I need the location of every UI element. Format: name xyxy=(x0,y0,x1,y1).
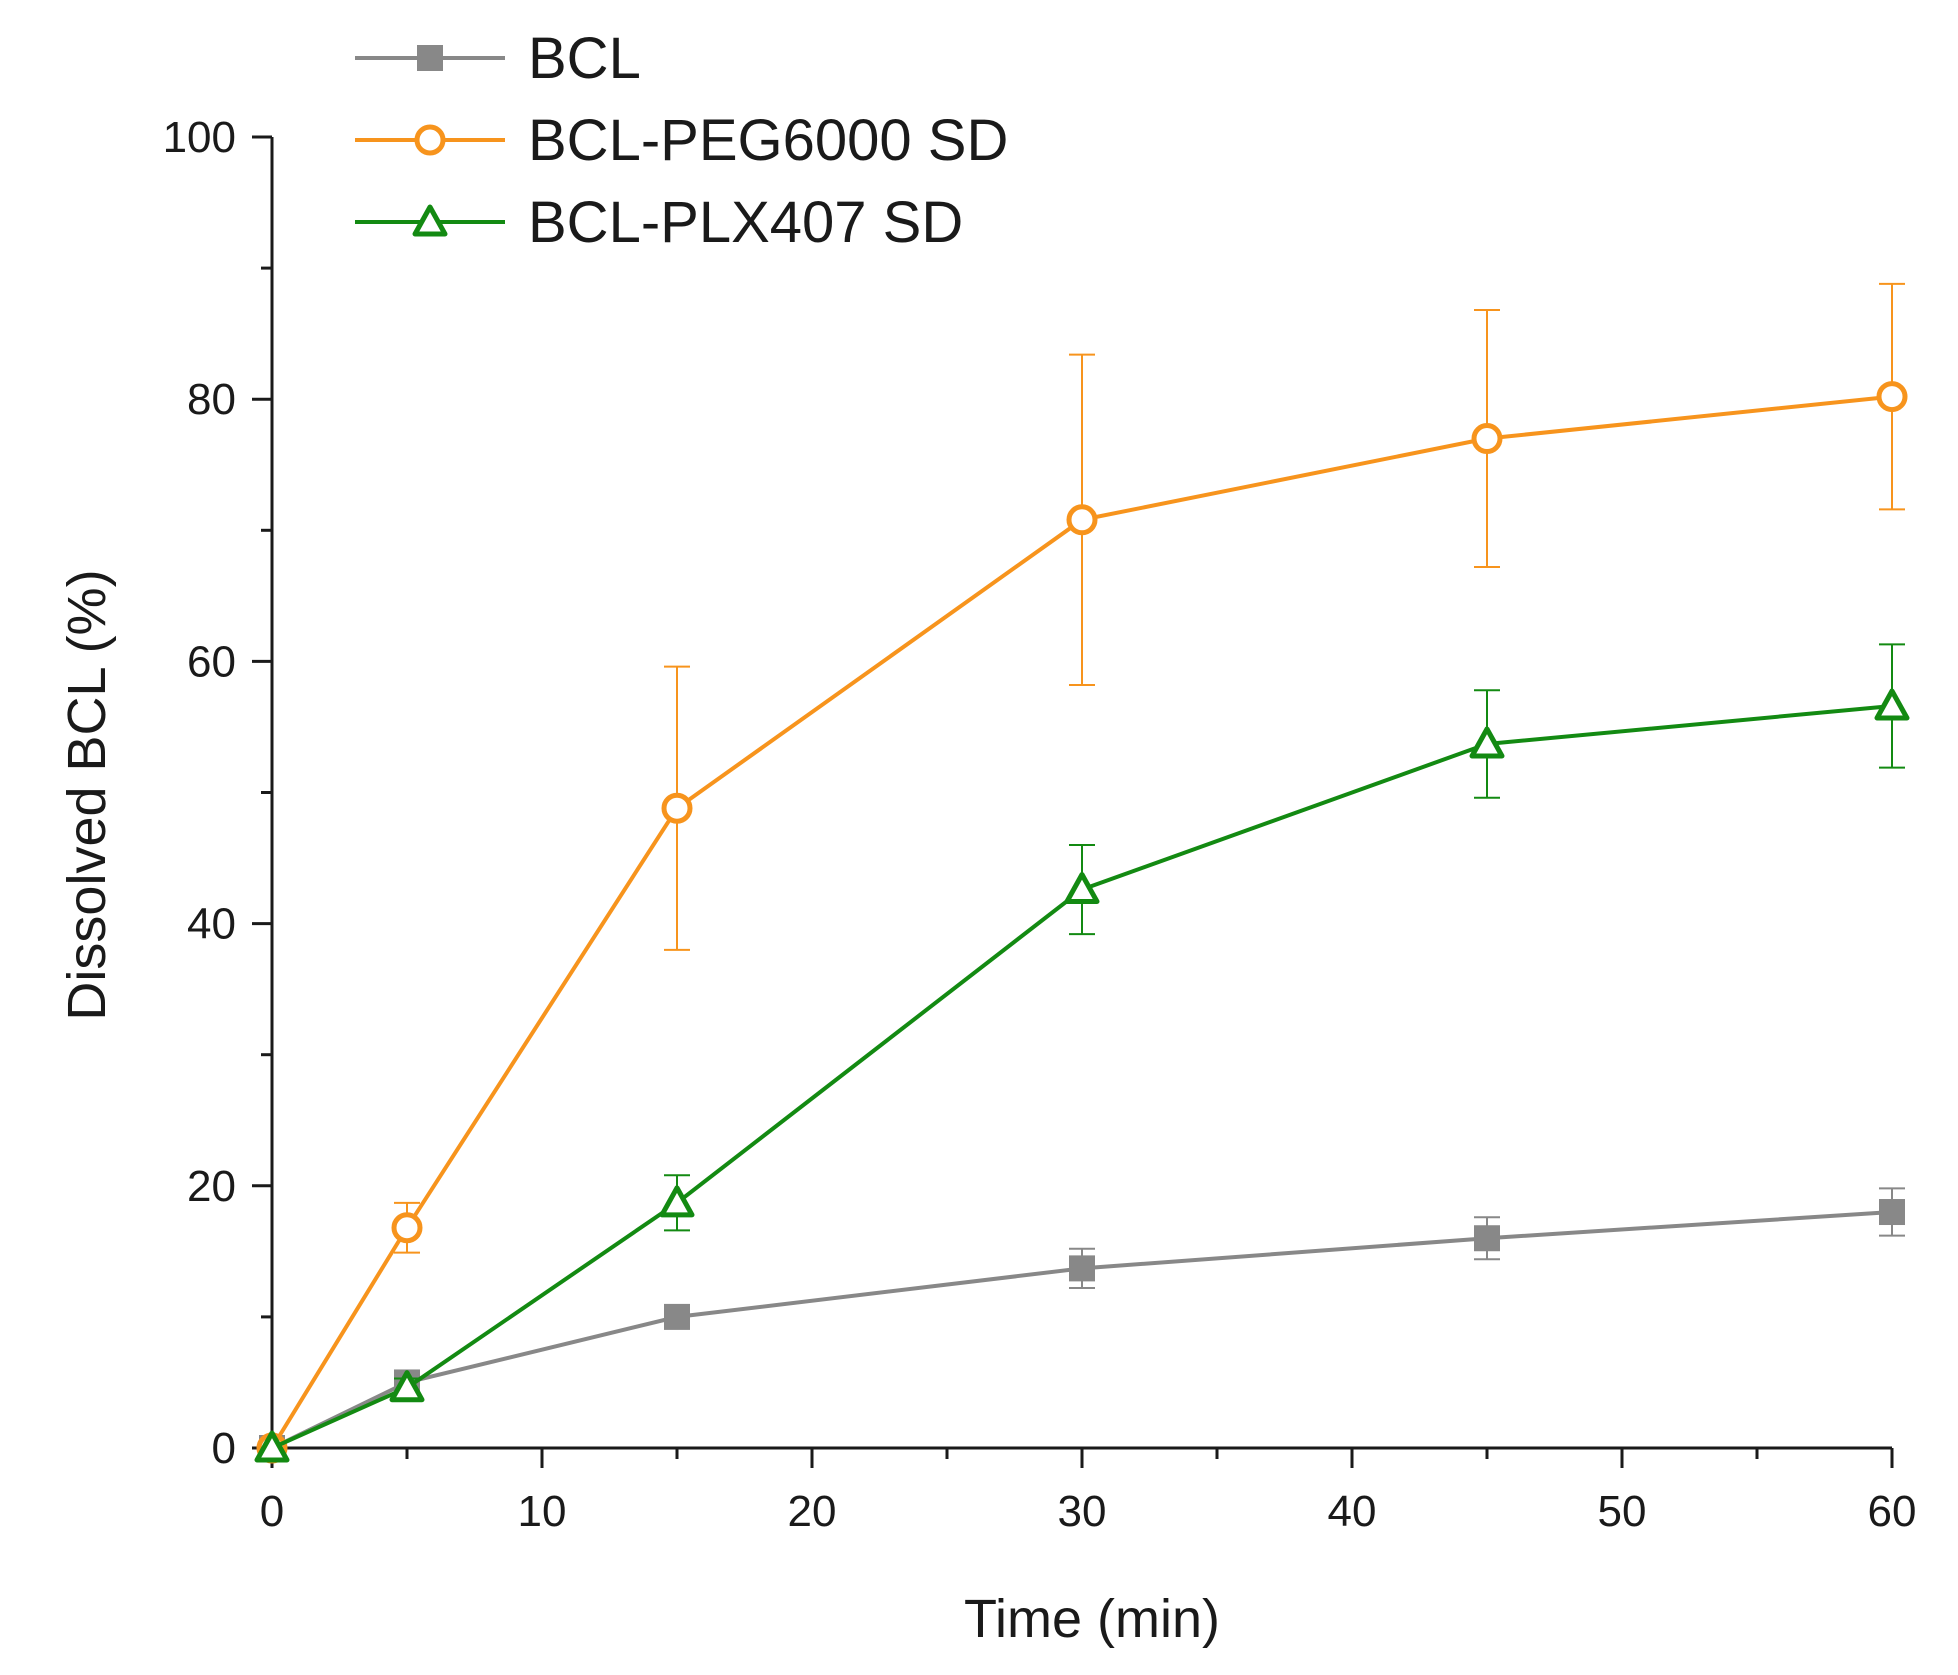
legend-item: BCL xyxy=(355,26,641,91)
data-point xyxy=(254,1430,290,1463)
data-point xyxy=(1064,872,1100,905)
x-tick-label: 60 xyxy=(1868,1487,1917,1536)
data-point xyxy=(1069,1255,1095,1282)
data-point xyxy=(1474,1225,1500,1252)
data-point xyxy=(661,792,693,824)
series-bcl-plx407-sd xyxy=(254,643,1910,1463)
x-tick-label: 0 xyxy=(260,1487,284,1536)
data-point xyxy=(1876,381,1908,413)
legend: BCL BCL-PEG6000 SD BCL-PLX407 SD xyxy=(355,26,1008,255)
x-tick-label: 30 xyxy=(1058,1487,1107,1536)
x-tick-label: 50 xyxy=(1598,1487,1647,1536)
legend-marker xyxy=(412,204,448,237)
data-point xyxy=(1879,1199,1905,1226)
legend-item: BCL-PEG6000 SD xyxy=(355,108,1008,173)
data-point xyxy=(1066,504,1098,536)
x-tick-label: 40 xyxy=(1328,1487,1377,1536)
series-layer xyxy=(254,282,1910,1464)
series-line xyxy=(270,394,1893,1450)
y-tick-label: 100 xyxy=(163,113,236,162)
legend-item: BCL-PLX407 SD xyxy=(355,190,963,255)
legend-label: BCL xyxy=(528,26,641,91)
legend-label: BCL-PEG6000 SD xyxy=(528,108,1008,173)
series-line xyxy=(271,703,1893,1450)
series-bcl xyxy=(259,1187,1905,1461)
y-tick-label: 0 xyxy=(212,1424,236,1473)
y-tick-label: 80 xyxy=(187,375,236,424)
data-point xyxy=(389,1370,425,1403)
series-line xyxy=(271,1210,1893,1450)
data-point xyxy=(1874,688,1910,721)
legend-marker xyxy=(414,124,446,156)
x-tick-label: 10 xyxy=(518,1487,567,1536)
y-tick-label: 60 xyxy=(187,637,236,686)
axes: 0 20 40 60 80 100 0 10 20 30 40 50 60 xyxy=(163,113,1917,1536)
data-point xyxy=(391,1212,423,1244)
y-axis-title: Dissolved BCL (%) xyxy=(57,569,117,1020)
series-bcl-peg6000-sd xyxy=(256,282,1908,1464)
data-point xyxy=(664,1303,690,1330)
data-point xyxy=(659,1185,695,1218)
data-point xyxy=(1471,423,1503,455)
x-axis-title: Time (min) xyxy=(964,1589,1220,1649)
y-tick-label: 40 xyxy=(187,900,236,949)
legend-marker xyxy=(417,45,443,71)
legend-label: BCL-PLX407 SD xyxy=(528,190,963,255)
y-tick-label: 20 xyxy=(187,1162,236,1211)
x-tick-label: 20 xyxy=(788,1487,837,1536)
data-point xyxy=(1469,726,1505,759)
